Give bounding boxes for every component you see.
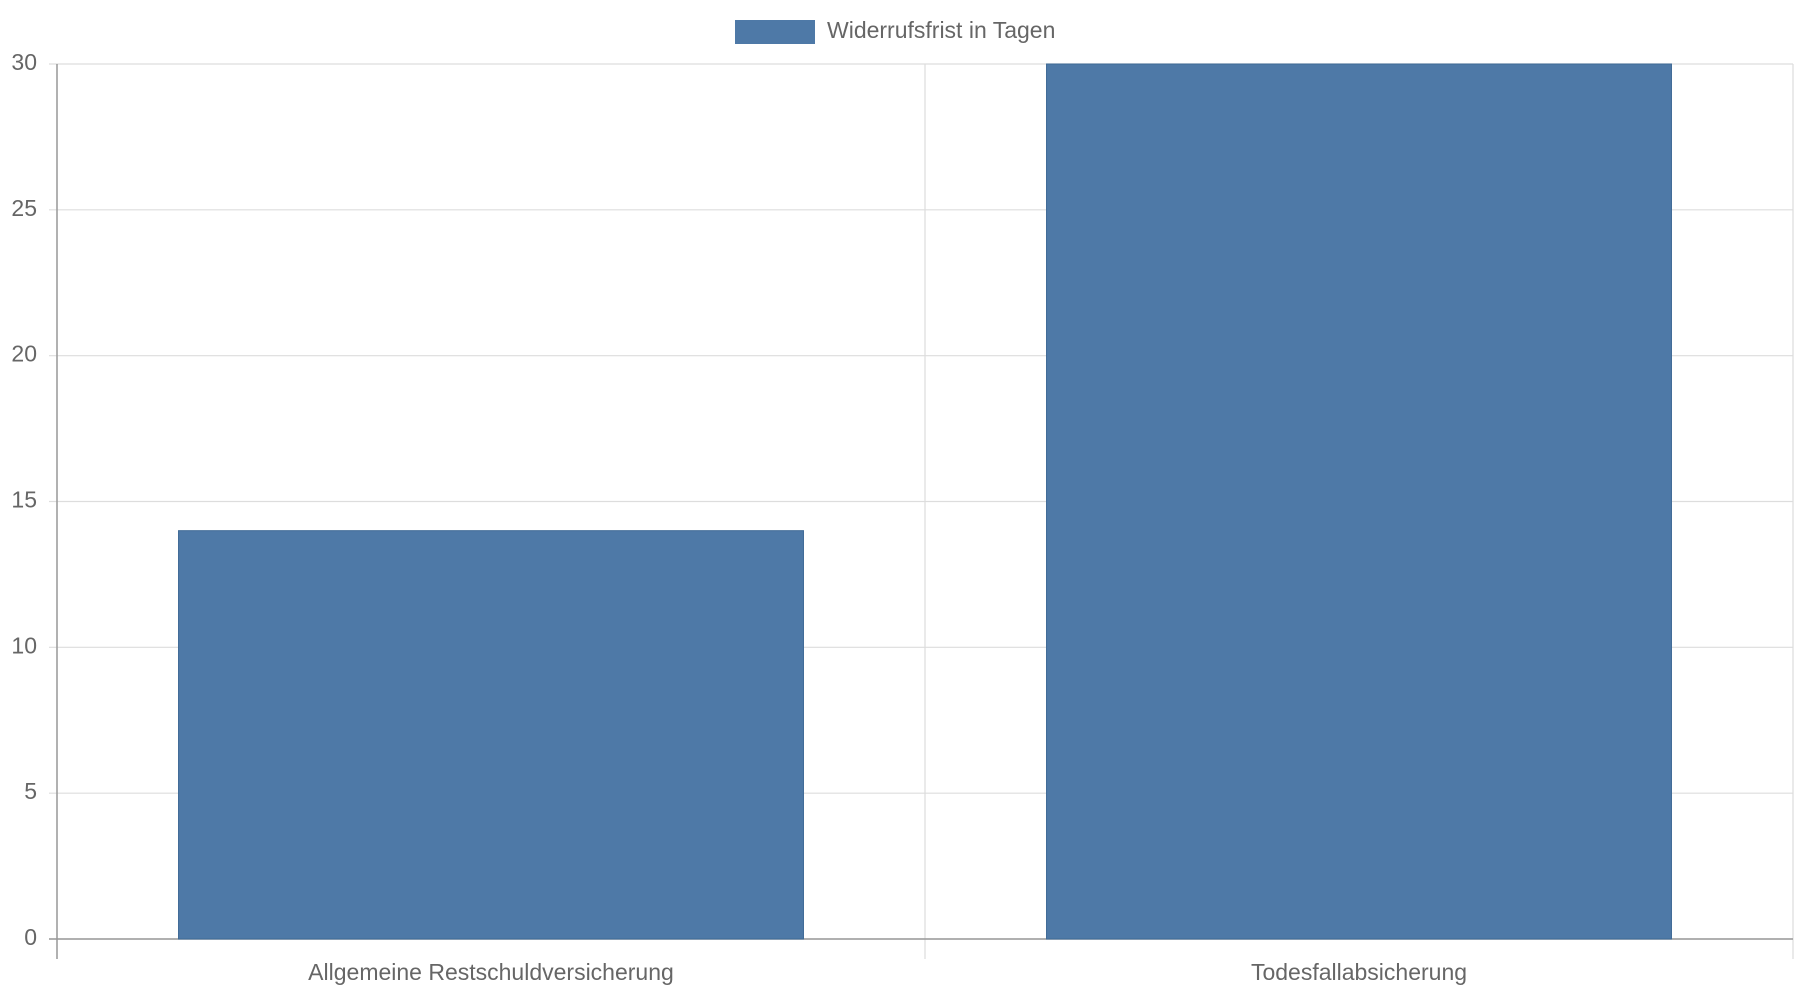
bar (1046, 63, 1672, 940)
y-tick-label: 30 (11, 49, 37, 75)
y-tick-label: 25 (11, 195, 37, 221)
x-tick-label: Todesfallabsicherung (1251, 959, 1467, 985)
y-tick-label: 5 (24, 778, 37, 804)
legend-swatch (735, 20, 815, 44)
y-tick-label: 20 (11, 341, 37, 367)
y-tick-label: 10 (11, 632, 37, 658)
x-tick-label: Allgemeine Restschuldversicherung (308, 959, 674, 985)
legend-label: Widerrufsfrist in Tagen (827, 17, 1055, 43)
bar (178, 530, 804, 940)
y-tick-label: 0 (24, 924, 37, 950)
y-tick-label: 15 (11, 487, 37, 513)
